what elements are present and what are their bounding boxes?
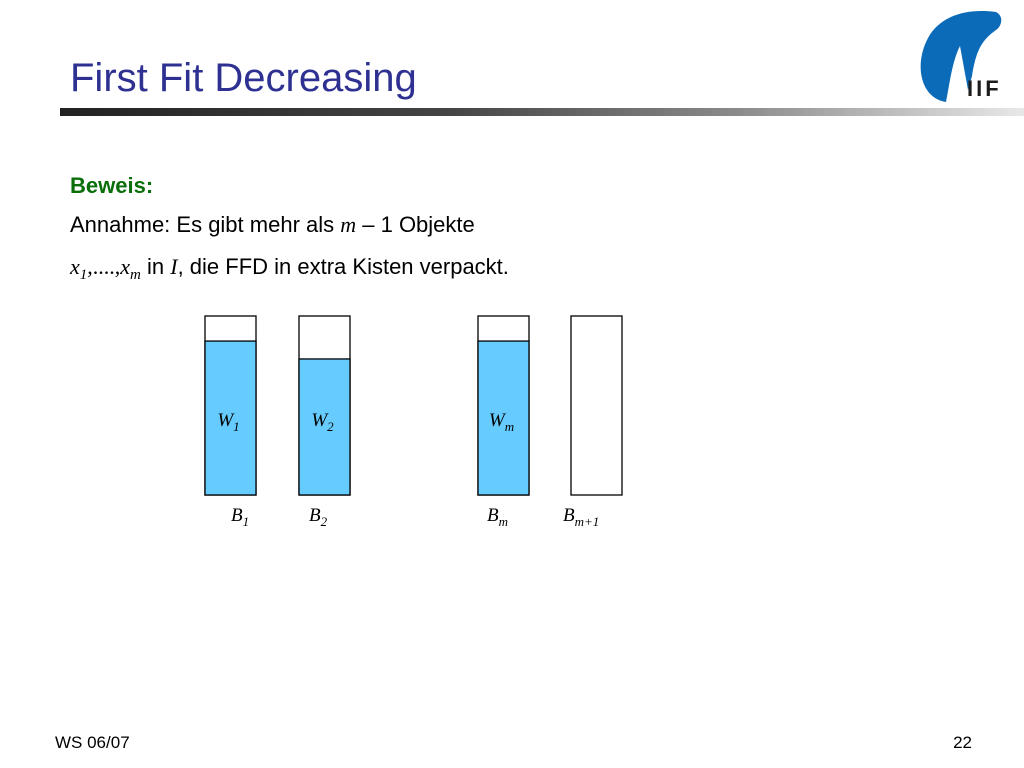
bin-2-name-label-sub: 2 bbox=[321, 514, 328, 529]
x-first-sub: 1 bbox=[79, 267, 88, 283]
proof-heading: Beweis: bbox=[70, 173, 154, 198]
x-last: x bbox=[120, 254, 131, 279]
bin-1-name-label-main: B bbox=[231, 505, 243, 526]
bin-3-content bbox=[477, 340, 530, 496]
bin-1-name-label: B1 bbox=[231, 505, 249, 529]
bin-3-weight-label-main: W bbox=[489, 410, 507, 431]
footer-page-number: 22 bbox=[953, 733, 972, 752]
title-rule bbox=[60, 108, 1024, 116]
bin-4-outline bbox=[570, 315, 623, 496]
objects-rest: , die FFD in extra Kisten verpackt. bbox=[177, 254, 509, 279]
bin-3-weight-label: Wm bbox=[489, 410, 514, 434]
objects-line: x1,....,xm in I, die FFD in extra Kisten… bbox=[70, 254, 509, 284]
assumption-var: m bbox=[340, 212, 357, 237]
bin-3-weight-label-sub: m bbox=[505, 419, 514, 434]
iif-logo-icon bbox=[920, 11, 1002, 102]
bin-1-weight-label: W1 bbox=[217, 410, 239, 434]
x-first: x bbox=[70, 254, 80, 279]
assumption-line: Annahme: Es gibt mehr als m – 1 Objekte bbox=[70, 212, 475, 238]
bin-4-name-label-sub: m+1 bbox=[575, 514, 600, 529]
bin-1-weight-label-sub: 1 bbox=[233, 419, 240, 434]
x-dots: ,...., bbox=[87, 254, 121, 279]
bin-2-content bbox=[298, 358, 351, 496]
bin-2-weight-label: W2 bbox=[311, 410, 334, 434]
assumption-prefix: Annahme: Es gibt mehr als bbox=[70, 212, 341, 237]
bin-4-name-label-main: B bbox=[563, 505, 575, 526]
logo-swoosh bbox=[920, 11, 1002, 102]
instance-var: I bbox=[170, 254, 178, 279]
bin-2-name-label-main: B bbox=[309, 505, 321, 526]
bin-4-name-label: Bm+1 bbox=[563, 505, 599, 529]
x-last-sub: m bbox=[130, 267, 141, 283]
assumption-suffix: – 1 Objekte bbox=[356, 212, 475, 237]
bin-3-name-label-sub: m bbox=[499, 514, 508, 529]
bin-2-weight-label-main: W bbox=[311, 410, 329, 431]
bin-2-name-label: B2 bbox=[309, 505, 328, 529]
bin-2-weight-label-sub: 2 bbox=[327, 419, 334, 434]
in-word: in bbox=[140, 254, 171, 279]
bin-3-name-label-main: B bbox=[487, 505, 499, 526]
footer-semester: WS 06/07 bbox=[55, 733, 130, 752]
logo-text: IIF bbox=[967, 76, 1002, 101]
bin-1-name-label-sub: 1 bbox=[243, 514, 250, 529]
bin-3-name-label: Bm bbox=[487, 505, 508, 529]
slide-title: First Fit Decreasing bbox=[70, 56, 417, 100]
bin-1-content bbox=[204, 340, 257, 496]
bin-1-weight-label-main: W bbox=[217, 410, 235, 431]
